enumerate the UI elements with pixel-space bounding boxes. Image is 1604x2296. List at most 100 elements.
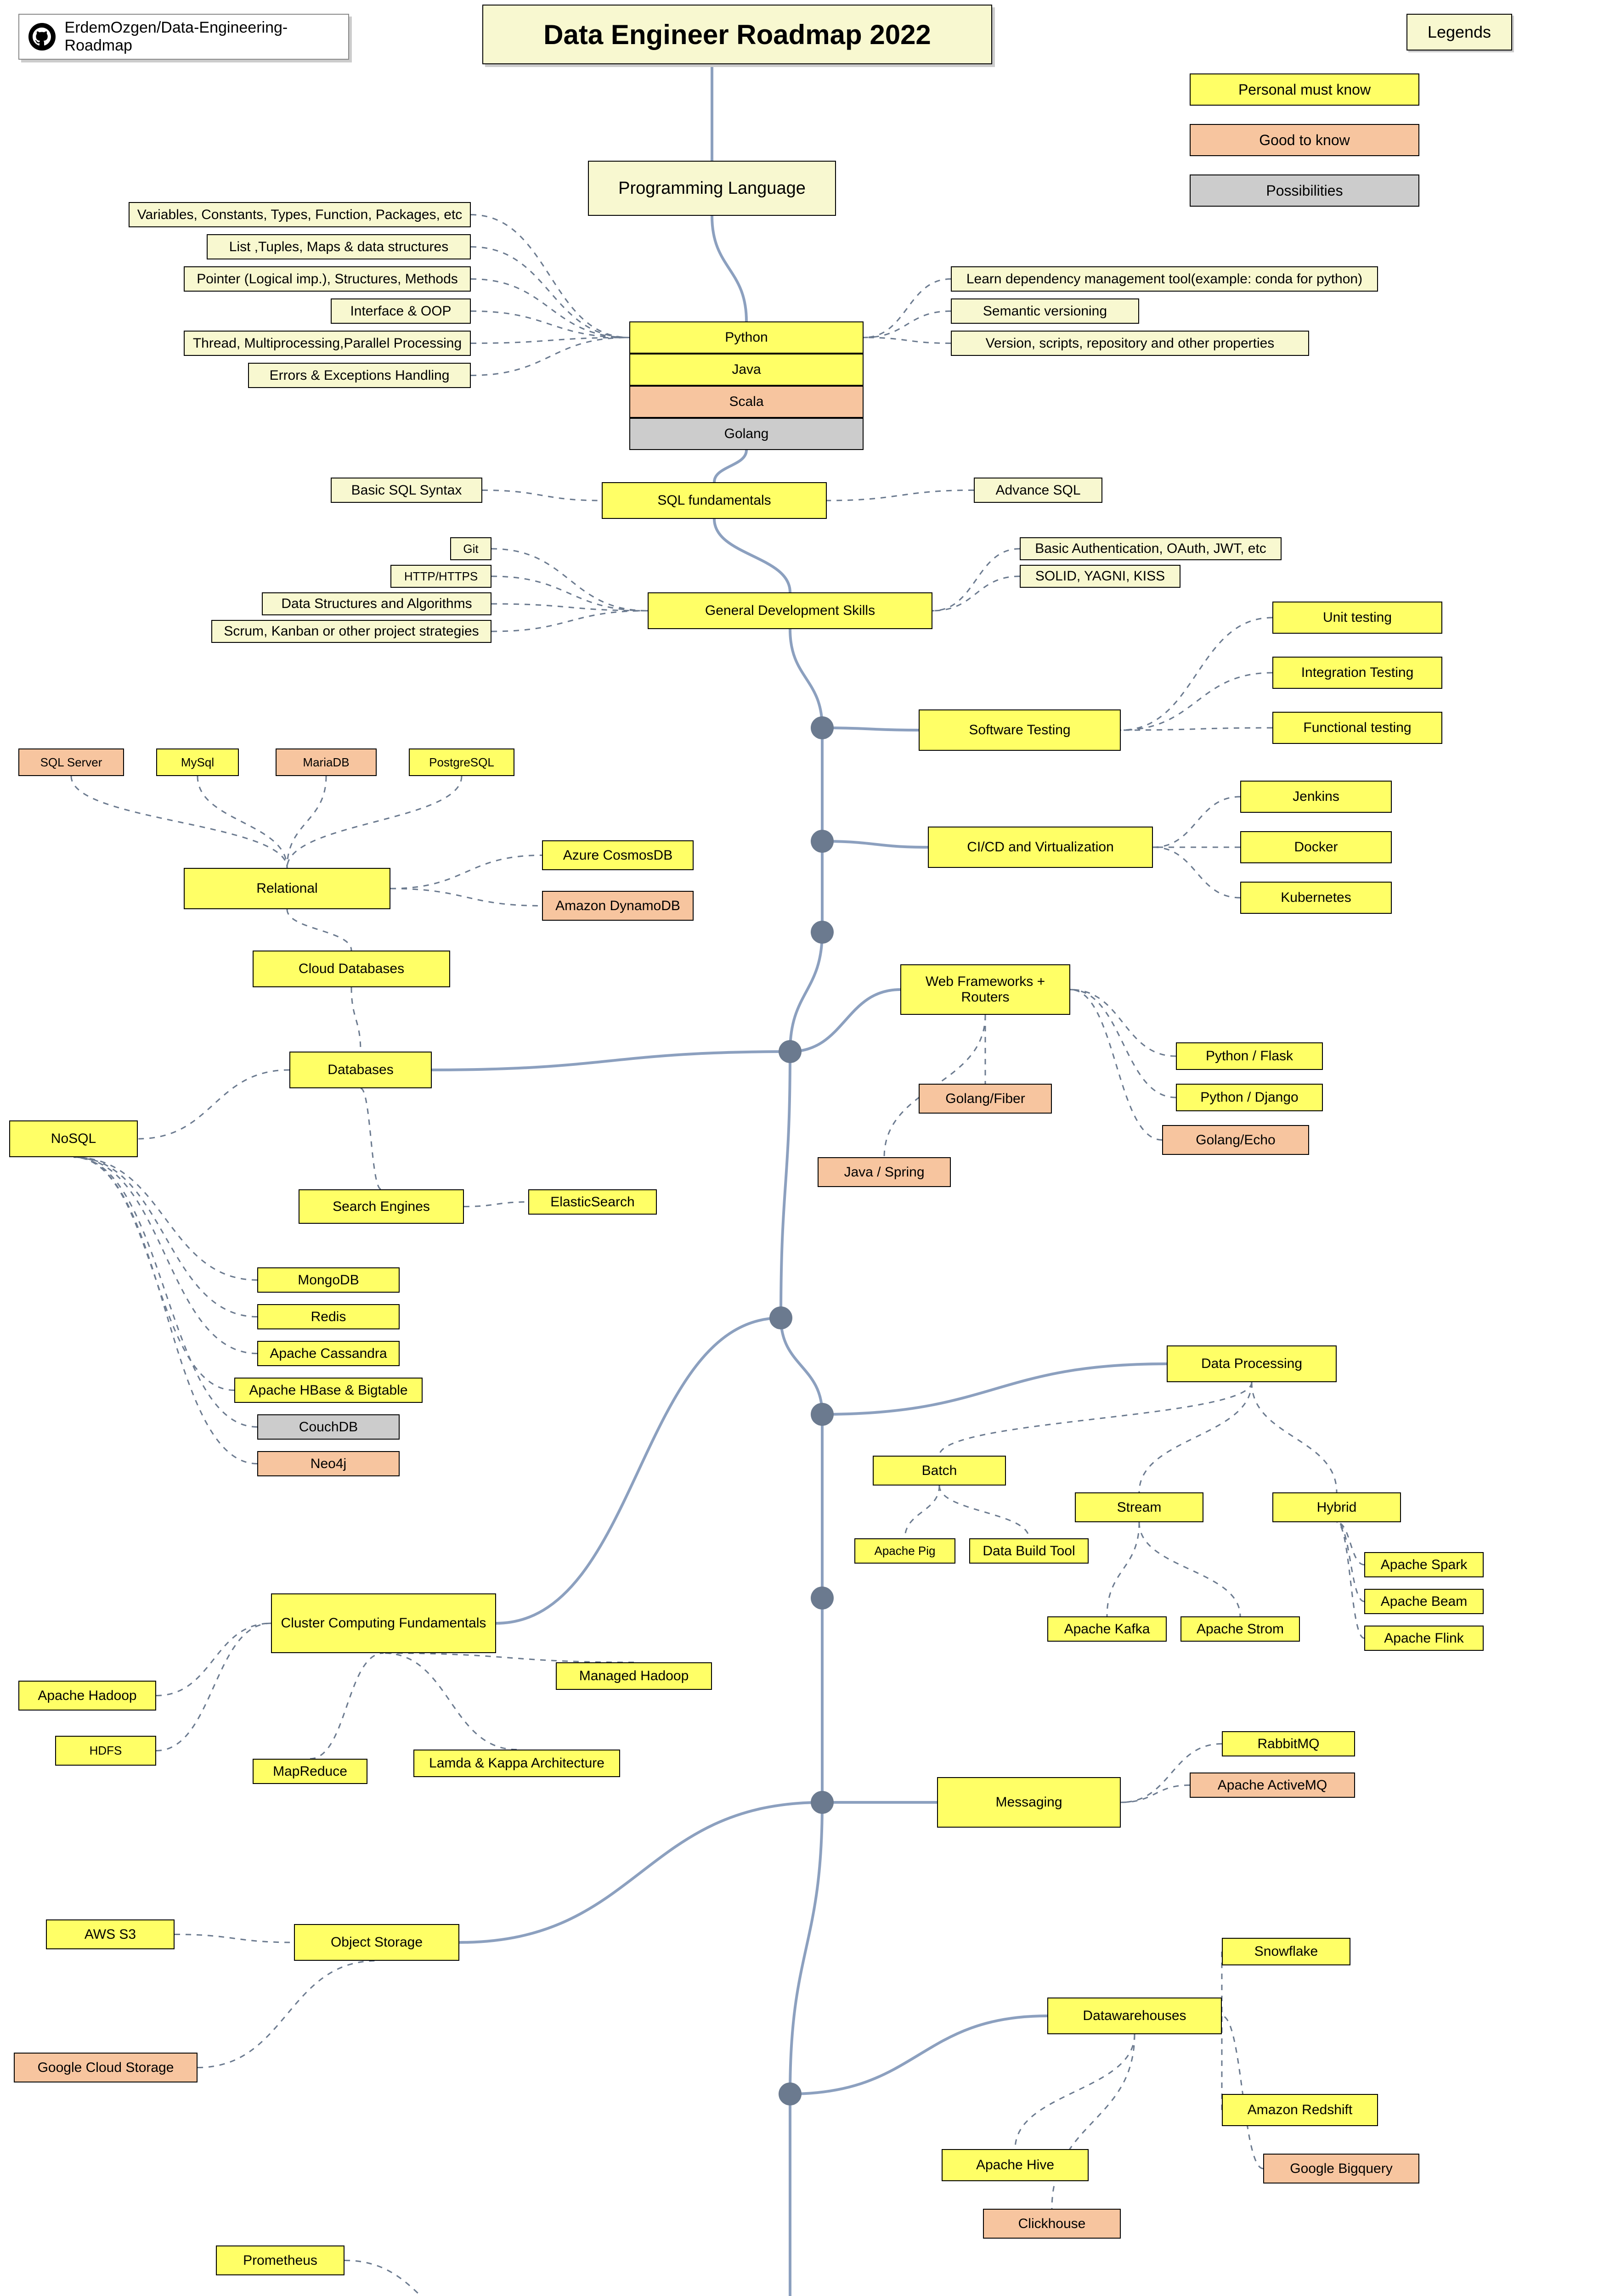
junction-j6 — [811, 1403, 834, 1426]
legend-must: Personal must know — [1190, 73, 1419, 106]
node-stream: Stream — [1075, 1492, 1203, 1522]
node-neo4j: Neo4j — [257, 1451, 400, 1476]
node-http: HTTP/HTTPS — [390, 565, 491, 588]
node-python: Python — [629, 321, 864, 354]
node-py_err: Errors & Exceptions Handling — [248, 363, 471, 388]
node-unit: Unit testing — [1272, 602, 1442, 634]
junction-j2 — [811, 830, 834, 853]
node-adv_sql: Advance SQL — [974, 478, 1102, 503]
node-docker: Docker — [1240, 831, 1392, 863]
node-mongo: MongoDB — [257, 1267, 400, 1293]
node-mysql: MySql — [156, 748, 239, 776]
node-func: Functional testing — [1272, 712, 1442, 744]
node-sql_fund: SQL fundamentals — [602, 482, 827, 519]
node-django: Python / Django — [1176, 1084, 1323, 1111]
node-spark: Apache Spark — [1364, 1552, 1484, 1577]
node-k8s: Kubernetes — [1240, 882, 1392, 914]
node-gen_dev: General Development Skills — [648, 592, 932, 629]
node-activemq: Apache ActiveMQ — [1190, 1773, 1355, 1798]
node-hdfs: HDFS — [55, 1736, 156, 1766]
node-git: Git — [450, 537, 491, 560]
node-integ: Integration Testing — [1272, 657, 1442, 689]
junction-j9 — [779, 2082, 802, 2105]
node-prog_lang: Programming Language — [588, 161, 836, 216]
junction-j7 — [811, 1587, 834, 1609]
node-dbt: Data Build Tool — [969, 1538, 1089, 1564]
node-clouddb: Cloud Databases — [253, 951, 450, 987]
node-dynamo: Amazon DynamoDB — [542, 891, 694, 921]
node-nosql: NoSQL — [9, 1120, 138, 1157]
node-golang: Golang — [629, 418, 864, 450]
title: Data Engineer Roadmap 2022 — [482, 5, 992, 64]
node-dsa: Data Structures and Algorithms — [262, 592, 491, 615]
node-flink: Apache Flink — [1364, 1626, 1484, 1651]
legend-title: Legends — [1406, 14, 1512, 51]
node-prometheus: Prometheus — [216, 2245, 345, 2275]
node-solid: SOLID, YAGNI, KISS — [1020, 565, 1180, 588]
node-beam: Apache Beam — [1364, 1589, 1484, 1614]
node-redis: Redis — [257, 1304, 400, 1329]
legend-good: Good to know — [1190, 124, 1419, 156]
node-py_dep: Learn dependency management tool(example… — [951, 266, 1378, 292]
node-clickhouse: Clickhouse — [983, 2209, 1121, 2239]
node-flask: Python / Flask — [1176, 1042, 1323, 1070]
legend-poss: Possibilities — [1190, 174, 1419, 207]
node-search: Search Engines — [299, 1189, 464, 1224]
node-py_thread: Thread, Multiprocessing,Parallel Process… — [184, 331, 471, 356]
node-py_oop: Interface & OOP — [331, 298, 471, 324]
node-py_ver: Version, scripts, repository and other p… — [951, 331, 1309, 356]
node-hybrid: Hybrid — [1272, 1492, 1401, 1522]
node-dwh: Datawarehouses — [1047, 1998, 1222, 2034]
node-py_list: List ,Tuples, Maps & data structures — [207, 234, 471, 259]
node-hadoop: Apache Hadoop — [18, 1681, 156, 1711]
github-icon — [28, 23, 56, 51]
node-redshift: Amazon Redshift — [1222, 2094, 1378, 2126]
node-pig: Apache Pig — [854, 1538, 955, 1564]
node-webfw: Web Frameworks + Routers — [900, 964, 1070, 1015]
node-rabbit: RabbitMQ — [1222, 1731, 1355, 1756]
github-badge: ErdemOzgen/Data-Engineering-Roadmap — [18, 14, 349, 60]
node-py_vars: Variables, Constants, Types, Function, P… — [129, 202, 471, 227]
node-postgres: PostgreSQL — [409, 748, 514, 776]
node-elastic: ElasticSearch — [528, 1189, 657, 1215]
node-couch: CouchDB — [257, 1414, 400, 1440]
node-dataproc: Data Processing — [1167, 1345, 1337, 1382]
node-mapred: MapReduce — [253, 1759, 367, 1784]
node-lambda: Lamda & Kappa Architecture — [413, 1750, 620, 1777]
node-cluster: Cluster Computing Fundamentals — [271, 1593, 496, 1653]
junction-j3 — [811, 921, 834, 944]
node-databases: Databases — [289, 1052, 432, 1088]
node-cassandra: Apache Cassandra — [257, 1341, 400, 1366]
node-py_ptr: Pointer (Logical imp.), Structures, Meth… — [184, 266, 471, 292]
node-scala: Scala — [629, 386, 864, 418]
node-fiber: Golang/Fiber — [919, 1084, 1052, 1114]
junction-j4 — [779, 1040, 802, 1063]
node-testing: Software Testing — [919, 709, 1121, 751]
junction-j8 — [811, 1791, 834, 1814]
node-managed: Managed Hadoop — [556, 1662, 712, 1690]
node-scrum: Scrum, Kanban or other project strategie… — [211, 620, 491, 643]
node-kafka: Apache Kafka — [1047, 1616, 1167, 1642]
node-hbase: Apache HBase & Bigtable — [234, 1378, 423, 1403]
junction-j1 — [811, 716, 834, 739]
node-py_sem: Semantic versioning — [951, 298, 1139, 324]
node-hive: Apache Hive — [942, 2149, 1089, 2181]
node-jenkins: Jenkins — [1240, 781, 1392, 813]
node-bigquery: Google Bigquery — [1263, 2154, 1419, 2183]
node-gcs: Google Cloud Storage — [14, 2053, 198, 2082]
node-messaging: Messaging — [937, 1777, 1121, 1828]
node-batch: Batch — [873, 1456, 1006, 1486]
node-strom: Apache Strom — [1180, 1616, 1300, 1642]
node-cosmos: Azure CosmosDB — [542, 840, 694, 870]
node-objstore: Object Storage — [294, 1924, 459, 1961]
node-relational: Relational — [184, 868, 390, 909]
node-snowflake: Snowflake — [1222, 1938, 1350, 1965]
junction-j5 — [769, 1306, 792, 1329]
node-auth: Basic Authentication, OAuth, JWT, etc — [1020, 537, 1282, 560]
github-path: ErdemOzgen/Data-Engineering-Roadmap — [65, 19, 348, 55]
node-java: Java — [629, 354, 864, 386]
node-cicd: CI/CD and Virtualization — [928, 827, 1153, 868]
node-s3: AWS S3 — [46, 1919, 175, 1949]
node-mariadb: MariaDB — [276, 748, 377, 776]
node-sqlserver: SQL Server — [18, 748, 124, 776]
